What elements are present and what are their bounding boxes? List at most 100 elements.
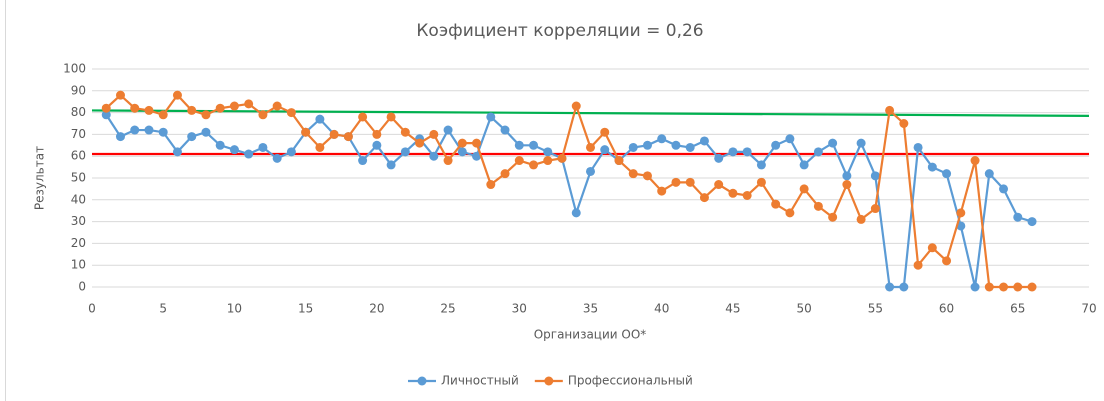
data-point bbox=[315, 142, 325, 152]
data-point bbox=[685, 142, 695, 152]
data-point bbox=[586, 142, 595, 152]
data-point bbox=[272, 153, 282, 163]
data-point bbox=[258, 142, 268, 152]
data-point bbox=[415, 138, 425, 148]
data-point bbox=[856, 138, 866, 148]
data-point bbox=[529, 140, 539, 150]
data-point bbox=[828, 138, 838, 148]
y-tick-label: 20 bbox=[71, 236, 86, 250]
data-point bbox=[400, 127, 410, 137]
x-tick-label: 35 bbox=[583, 302, 598, 316]
data-point bbox=[258, 110, 268, 120]
data-point bbox=[699, 136, 709, 146]
data-point bbox=[970, 282, 980, 292]
data-point bbox=[799, 160, 809, 170]
data-point bbox=[742, 147, 752, 157]
x-tick-label: 40 bbox=[654, 302, 669, 316]
data-point bbox=[756, 177, 766, 187]
data-point bbox=[600, 127, 610, 137]
x-axis-label: Организации ОО* bbox=[534, 328, 647, 342]
data-point bbox=[358, 156, 368, 166]
y-tick-label: 30 bbox=[71, 214, 86, 228]
data-point bbox=[742, 190, 752, 200]
data-point bbox=[514, 156, 524, 166]
data-point bbox=[728, 188, 738, 198]
data-point bbox=[885, 105, 895, 115]
data-point bbox=[842, 180, 852, 190]
data-point bbox=[187, 132, 197, 142]
data-point bbox=[913, 142, 923, 152]
data-point bbox=[101, 110, 111, 120]
x-tick-label: 25 bbox=[440, 302, 455, 316]
data-point bbox=[899, 282, 909, 292]
data-point bbox=[486, 112, 496, 122]
data-point bbox=[386, 160, 396, 170]
data-point bbox=[1013, 282, 1023, 292]
data-point bbox=[130, 125, 140, 135]
y-tick-label: 60 bbox=[71, 149, 86, 163]
data-point bbox=[201, 127, 211, 137]
data-point bbox=[130, 103, 140, 113]
data-point bbox=[856, 214, 866, 224]
data-point bbox=[785, 134, 795, 144]
data-point bbox=[828, 212, 838, 222]
data-point bbox=[172, 147, 182, 157]
data-point bbox=[472, 151, 482, 161]
y-tick-label: 40 bbox=[71, 192, 86, 206]
data-point bbox=[301, 127, 311, 137]
data-point bbox=[372, 140, 382, 150]
data-point bbox=[799, 184, 809, 194]
data-point bbox=[543, 147, 553, 157]
data-point bbox=[927, 243, 937, 253]
data-point bbox=[699, 193, 709, 203]
data-point bbox=[486, 180, 496, 190]
y-tick-label: 10 bbox=[71, 258, 86, 272]
x-tick-label: 30 bbox=[512, 302, 527, 316]
data-point bbox=[315, 114, 325, 124]
data-point bbox=[115, 90, 125, 100]
data-point bbox=[500, 169, 510, 179]
data-point bbox=[158, 110, 168, 120]
data-point bbox=[115, 132, 125, 142]
x-tick-label: 65 bbox=[1010, 302, 1025, 316]
data-point bbox=[642, 171, 652, 181]
data-point bbox=[813, 147, 823, 157]
data-point bbox=[785, 208, 795, 218]
data-point bbox=[443, 156, 453, 166]
data-point bbox=[101, 103, 111, 113]
data-point bbox=[429, 151, 439, 161]
data-point bbox=[386, 112, 396, 122]
data-point bbox=[514, 140, 524, 150]
data-point bbox=[144, 105, 154, 115]
data-point bbox=[1027, 217, 1037, 227]
x-tick-label: 20 bbox=[369, 302, 384, 316]
y-tick-label: 0 bbox=[78, 280, 86, 294]
data-point bbox=[443, 125, 453, 135]
x-tick-label: 5 bbox=[159, 302, 167, 316]
data-point bbox=[215, 103, 225, 113]
data-point bbox=[358, 112, 368, 122]
data-point bbox=[614, 156, 624, 166]
data-point bbox=[970, 156, 980, 166]
data-point bbox=[657, 134, 667, 144]
x-tick-label: 60 bbox=[939, 302, 954, 316]
data-point bbox=[942, 169, 952, 179]
data-point bbox=[628, 169, 638, 179]
y-tick-label: 90 bbox=[71, 83, 86, 97]
data-point bbox=[756, 160, 766, 170]
reference-line bbox=[91, 109, 1090, 117]
data-point bbox=[586, 166, 595, 176]
data-point bbox=[671, 140, 681, 150]
data-point bbox=[244, 149, 254, 159]
data-point bbox=[229, 145, 239, 155]
data-point bbox=[714, 153, 724, 163]
data-point bbox=[984, 169, 994, 179]
data-point bbox=[1013, 212, 1023, 222]
data-point bbox=[999, 184, 1009, 194]
y-tick-label: 100 bbox=[63, 62, 86, 76]
data-point bbox=[529, 160, 539, 170]
data-point bbox=[1027, 282, 1037, 292]
data-point bbox=[899, 119, 909, 128]
data-point bbox=[927, 162, 937, 172]
